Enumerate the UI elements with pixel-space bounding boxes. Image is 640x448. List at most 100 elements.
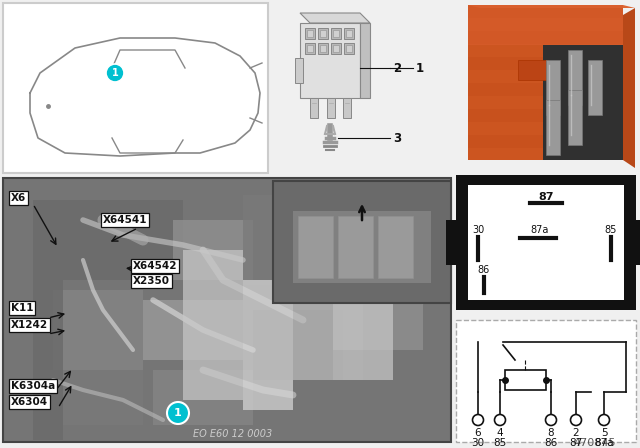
Text: 5: 5: [601, 428, 607, 438]
Bar: [546, 100, 560, 155]
Bar: [3, 3, 268, 173]
Bar: [331, 28, 341, 39]
Bar: [173, 220, 253, 280]
Bar: [568, 50, 582, 105]
Circle shape: [472, 414, 483, 426]
Bar: [33, 200, 63, 440]
Bar: [318, 28, 328, 39]
Bar: [505, 370, 546, 390]
Text: 86: 86: [545, 438, 557, 448]
Text: X6304: X6304: [11, 397, 48, 407]
Text: 1: 1: [416, 61, 424, 74]
Bar: [518, 60, 548, 80]
Bar: [624, 220, 640, 265]
Bar: [300, 23, 360, 98]
Bar: [63, 200, 183, 280]
Bar: [588, 60, 602, 115]
Bar: [468, 185, 624, 300]
Bar: [468, 57, 623, 70]
Bar: [378, 216, 413, 278]
Text: 87: 87: [570, 438, 582, 448]
Bar: [333, 45, 339, 52]
Bar: [53, 290, 143, 370]
Text: X1242: X1242: [11, 320, 48, 330]
Bar: [3, 178, 451, 442]
Text: 2: 2: [393, 61, 401, 74]
Bar: [344, 28, 354, 39]
Circle shape: [570, 414, 582, 426]
Text: 3: 3: [393, 132, 401, 145]
Circle shape: [495, 414, 506, 426]
Bar: [318, 43, 328, 54]
Bar: [253, 310, 343, 380]
Text: 87a: 87a: [594, 438, 614, 448]
Bar: [346, 30, 352, 37]
Bar: [363, 290, 393, 380]
Text: K11: K11: [11, 303, 33, 313]
Bar: [346, 45, 352, 52]
Polygon shape: [300, 13, 370, 23]
Text: 2: 2: [573, 428, 579, 438]
Circle shape: [167, 402, 189, 424]
Text: 87: 87: [538, 192, 554, 202]
Bar: [153, 370, 253, 425]
Polygon shape: [360, 23, 370, 98]
Bar: [543, 45, 623, 160]
Bar: [183, 250, 243, 400]
Bar: [333, 240, 423, 350]
Bar: [295, 58, 303, 83]
Bar: [456, 320, 636, 442]
Bar: [243, 195, 343, 285]
Text: 470845: 470845: [573, 438, 616, 448]
Text: X6: X6: [11, 193, 26, 203]
Bar: [298, 216, 333, 278]
Bar: [320, 30, 326, 37]
Bar: [568, 90, 582, 145]
Bar: [468, 5, 623, 160]
Text: 85: 85: [605, 225, 617, 235]
Bar: [344, 43, 354, 54]
Circle shape: [545, 414, 557, 426]
Bar: [293, 260, 333, 380]
Bar: [63, 370, 143, 425]
Text: EO E60 12 0003: EO E60 12 0003: [193, 429, 273, 439]
Text: X64541: X64541: [103, 215, 147, 225]
Bar: [305, 28, 315, 39]
Bar: [468, 135, 623, 148]
Bar: [293, 211, 431, 283]
Bar: [243, 280, 293, 410]
Circle shape: [598, 414, 609, 426]
Bar: [343, 98, 351, 118]
Text: X2350: X2350: [133, 276, 170, 286]
Text: 4: 4: [497, 428, 503, 438]
Bar: [338, 216, 373, 278]
Text: 1: 1: [174, 408, 182, 418]
Bar: [333, 30, 339, 37]
Bar: [468, 83, 623, 96]
Bar: [307, 45, 313, 52]
Polygon shape: [623, 8, 635, 168]
Bar: [468, 109, 623, 122]
Text: 86: 86: [478, 265, 490, 275]
Text: 30: 30: [472, 225, 484, 235]
Text: 30: 30: [472, 438, 484, 448]
Bar: [468, 5, 623, 45]
Text: X64542: X64542: [133, 261, 177, 271]
Bar: [327, 98, 335, 118]
Bar: [331, 43, 341, 54]
Bar: [143, 300, 243, 360]
Circle shape: [106, 64, 124, 82]
Polygon shape: [468, 5, 635, 8]
Text: 1: 1: [111, 68, 118, 78]
Bar: [305, 43, 315, 54]
Text: 85: 85: [493, 438, 507, 448]
Text: K6304a: K6304a: [11, 381, 55, 391]
Bar: [446, 220, 468, 265]
Text: 87a: 87a: [531, 225, 549, 235]
Bar: [310, 98, 318, 118]
Bar: [320, 45, 326, 52]
Text: 8: 8: [548, 428, 554, 438]
Bar: [333, 270, 363, 380]
Bar: [273, 181, 451, 303]
Bar: [456, 175, 636, 310]
